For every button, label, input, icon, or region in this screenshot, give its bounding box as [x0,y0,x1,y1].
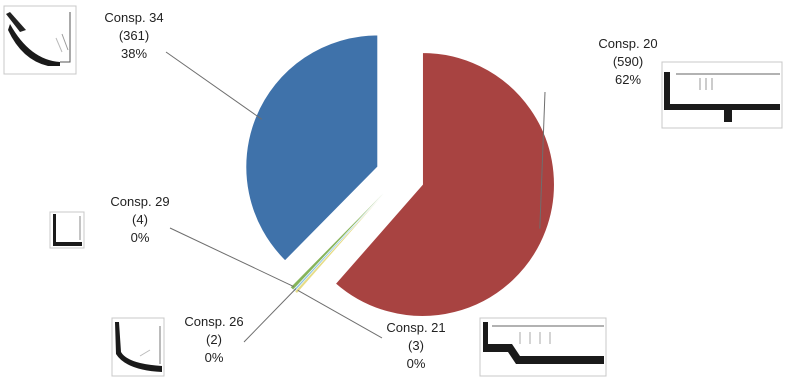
label-name: Consp. 26 [184,314,243,329]
label-name: Consp. 21 [386,320,445,335]
label-percent: 38% [121,46,147,61]
label-percent: 62% [615,72,641,87]
leader-lines [165,51,546,343]
sherd-profile-consp-21 [479,317,607,377]
leader-line-consp-26 [243,288,297,343]
label-count: (590) [613,54,643,69]
sherd-profile-consp-26 [111,317,165,377]
label-consp-26: Consp. 26 (2) 0% [184,314,243,365]
label-count: (2) [206,332,222,347]
pie-slice-consp-29 [290,193,384,290]
sherd-profile-consp-20 [661,61,783,129]
label-count: (361) [119,28,149,43]
leader-line-consp-34 [165,51,263,120]
sherd-profile-consp-29 [49,211,85,249]
label-count: (4) [132,212,148,227]
label-percent: 0% [407,356,426,371]
label-consp-29: Consp. 29 (4) 0% [110,194,169,245]
label-count: (3) [408,338,424,353]
pie-slice-consp-20 [334,51,555,317]
label-name: Consp. 34 [104,10,163,25]
label-name: Consp. 20 [598,36,657,51]
label-consp-21: Consp. 21 (3) 0% [386,320,445,371]
pie-slice-consp-34 [245,34,379,262]
label-percent: 0% [131,230,150,245]
leader-line-consp-21 [297,289,383,339]
label-consp-20: Consp. 20 (590) 62% [598,36,657,87]
pie-slices [245,34,555,317]
label-consp-34: Consp. 34 (361) 38% [104,10,163,61]
leader-line-consp-20 [539,91,546,229]
label-percent: 0% [205,350,224,365]
pie-slice-consp-21 [294,193,385,294]
leader-line-consp-29 [169,227,294,288]
sherd-profile-consp-34 [3,5,77,75]
label-name: Consp. 29 [110,194,169,209]
